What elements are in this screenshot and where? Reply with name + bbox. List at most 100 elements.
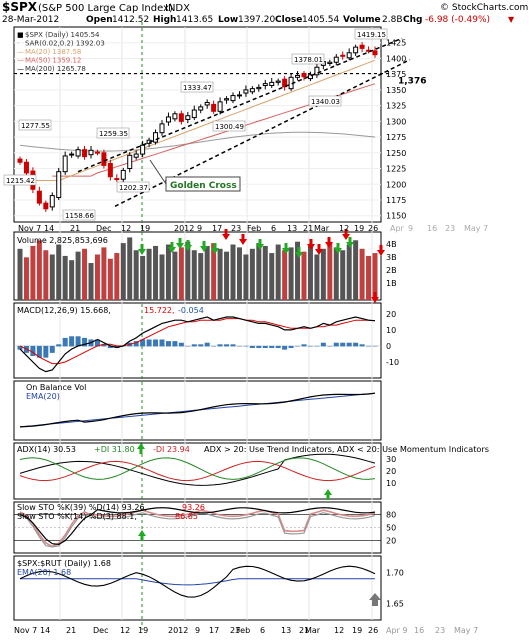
plus-di-legend: +DI 31.80 <box>94 445 135 454</box>
volume-bar <box>198 253 204 300</box>
macd-histogram-bar <box>366 345 372 347</box>
high-value: 1413.65 <box>176 15 213 25</box>
x-axis-top-label: 9 <box>408 224 413 233</box>
price-label-box <box>291 53 325 65</box>
candle-body <box>114 178 120 181</box>
candle-body <box>307 74 313 80</box>
price-label: 1419.15 <box>357 31 386 39</box>
legend-swatch-icon: ■ <box>17 31 24 39</box>
candle-body <box>295 74 301 78</box>
volume-bar <box>43 250 49 300</box>
volume-bar <box>236 247 242 300</box>
green-arrow-icon <box>346 237 354 248</box>
candle-body <box>165 116 171 123</box>
x-axis-bottom-label: Mar <box>305 626 321 635</box>
volume-ytick-label: 3B <box>386 253 397 262</box>
volume-bar <box>36 240 42 300</box>
candle-body <box>211 103 217 112</box>
price-label: 1158.66 <box>65 212 94 220</box>
macd-histogram-bar <box>249 345 255 349</box>
macd-histogram-bar <box>17 345 23 350</box>
green-arrow-icon <box>184 240 192 251</box>
macd-histogram-bar <box>43 345 49 358</box>
macd-histogram-bar <box>140 339 146 347</box>
x-axis-top-label: 23 <box>231 224 241 233</box>
candle-body <box>127 154 133 170</box>
green-arrow-icon <box>295 247 303 258</box>
sto-slow-line <box>19 507 376 546</box>
adx-ytick-label: 20 <box>386 467 396 476</box>
volume-bar <box>178 247 184 300</box>
green-arrow-icon <box>282 243 290 254</box>
channel-lower-line <box>114 59 411 207</box>
volume-bar <box>56 244 62 300</box>
adx-ytick-label: 30 <box>386 455 396 464</box>
x-axis-top-label: 19 <box>354 224 364 233</box>
green-arrow-icon <box>211 243 219 254</box>
ratio-ytick-label: 1.65 <box>386 600 404 609</box>
volume-bar <box>230 244 236 300</box>
volume-bar <box>69 260 75 300</box>
volume-bar <box>94 254 100 300</box>
volume-bar <box>366 255 372 300</box>
sto-ytick-label: 50 <box>386 524 396 533</box>
macd-histogram-bar <box>204 342 210 347</box>
green-arrow-icon <box>137 443 145 454</box>
volume-legend: Volume 2,825,853,696 <box>17 236 108 245</box>
close-value: 1405.54 <box>302 15 339 25</box>
candle-body <box>217 101 223 112</box>
golden-cross-pointer <box>149 159 167 185</box>
price-label-box <box>308 95 342 107</box>
price-label-box <box>116 181 150 193</box>
price-legend-item: MA(50) 1359.12 <box>25 57 81 65</box>
volume-bar <box>301 251 307 300</box>
candle-body <box>185 115 191 120</box>
index-name: (S&P 500 Large Cap Index) <box>38 3 173 14</box>
macd-ytick-label: -10 <box>386 358 399 367</box>
macd-histogram-bar <box>340 342 346 347</box>
macd-histogram-bar <box>69 336 75 347</box>
candle-body <box>372 50 378 56</box>
price-legend-item: MA(200) 1265.78 <box>25 65 86 73</box>
symbol-title: $SPX <box>2 0 38 14</box>
volume-bar <box>295 241 301 300</box>
candle-body <box>333 56 339 63</box>
x-axis-bottom-label: 23 <box>230 626 240 635</box>
macd-legend-hist: -0.054 <box>178 306 204 315</box>
volume-bar <box>353 240 359 300</box>
macd-histogram-bar <box>224 344 230 347</box>
panel-ratio-frame <box>13 555 382 621</box>
price-ytick-label: 1375 <box>386 70 406 79</box>
volume-bar <box>165 244 171 300</box>
red-arrow-icon <box>325 237 333 248</box>
candle-body <box>88 149 94 156</box>
macd-histogram-bar <box>262 345 268 349</box>
minus-di-line <box>19 460 376 482</box>
volume-bar <box>159 254 165 300</box>
macd-histogram-bar <box>288 345 294 349</box>
macd-histogram-bar <box>159 339 165 347</box>
sto-legend-d: 93.26 <box>182 503 205 512</box>
macd-histogram-bar <box>243 345 249 347</box>
ma20-line <box>32 59 376 181</box>
price-ytick-label: 1275 <box>386 133 406 142</box>
x-axis-top-label: 19 <box>140 224 150 233</box>
volume-bar <box>217 248 223 300</box>
sto-legend-2-d: 86.65 <box>175 512 198 521</box>
candle-body <box>269 81 275 86</box>
macd-histogram-bar <box>30 345 36 357</box>
open-label: Open <box>86 15 113 25</box>
volume-bar <box>327 243 333 300</box>
ratio-ytick-label: 1.70 <box>386 568 404 577</box>
green-arrow-icon <box>334 243 342 254</box>
price-label: 1202.37 <box>119 184 148 192</box>
macd-histogram-bar <box>217 344 223 347</box>
macd-histogram-bar <box>178 342 184 347</box>
candle-body <box>230 95 236 102</box>
low-value: 1397.20 <box>238 15 275 25</box>
price-ytick-label: 1175 <box>386 196 406 205</box>
red-arrow-icon <box>315 244 323 255</box>
candle-body <box>262 83 268 86</box>
volume-bar <box>82 248 88 300</box>
candle-body <box>62 155 68 173</box>
